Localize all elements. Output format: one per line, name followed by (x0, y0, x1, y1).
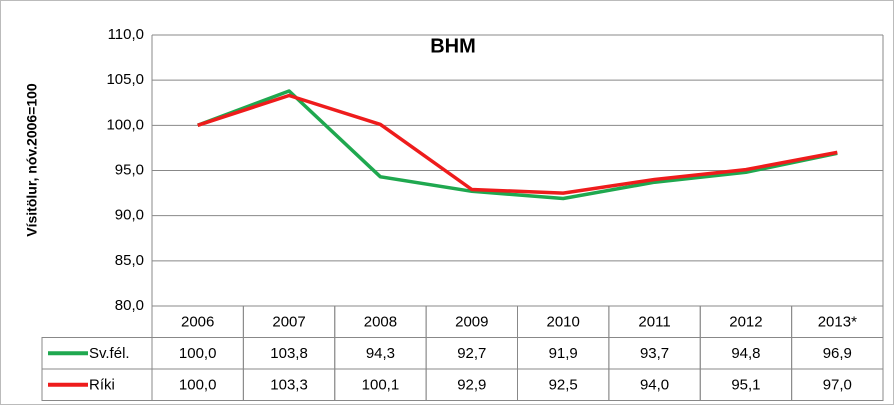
y-tick-label: 100,0 (106, 116, 144, 133)
data-label: 100,0 (179, 345, 217, 362)
data-label: 96,9 (823, 345, 852, 362)
legend-cell (41, 368, 153, 401)
data-label: 92,9 (457, 377, 486, 394)
data-label: 100,1 (362, 377, 400, 394)
legend-label: Ríki (89, 377, 115, 394)
legend-label: Sv.fél. (89, 345, 130, 362)
data-label: 94,8 (731, 345, 760, 362)
x-tick-label: 2006 (181, 314, 214, 331)
x-tick-label: 2010 (547, 314, 580, 331)
x-tick-label: 2012 (729, 314, 762, 331)
data-label: 103,3 (270, 377, 308, 394)
data-label: 94,0 (640, 377, 669, 394)
series-line (197, 89, 838, 201)
y-tick-label: 110,0 (108, 26, 144, 43)
data-label: 91,9 (549, 345, 578, 362)
data-label: 95,1 (731, 377, 760, 394)
x-tick-label: 2009 (455, 314, 488, 331)
data-label: 92,7 (457, 345, 486, 362)
x-tick-label: 2011 (638, 314, 670, 331)
y-tick-label: 90,0 (115, 207, 144, 224)
data-label: 97,0 (823, 377, 852, 394)
data-label: 100,0 (179, 377, 217, 394)
y-tick-label: 105,0 (106, 71, 144, 88)
data-label: 93,7 (640, 345, 669, 362)
y-tick-label: 95,0 (115, 161, 144, 178)
table-cell (791, 368, 884, 401)
series-line (197, 93, 838, 195)
data-label: 94,3 (366, 345, 395, 362)
y-axis-title: Vísitölur, nóv.2006=100 (24, 83, 40, 237)
x-tick-label: 2007 (272, 314, 305, 331)
x-tick-label: 2013* (818, 314, 857, 331)
x-tick-label: 2008 (364, 314, 397, 331)
data-label: 103,8 (270, 345, 308, 362)
data-label: 92,5 (549, 377, 578, 394)
y-tick-label: 85,0 (115, 252, 144, 269)
chart-title: BHM (430, 35, 476, 57)
y-tick-label: 80,0 (115, 297, 144, 314)
